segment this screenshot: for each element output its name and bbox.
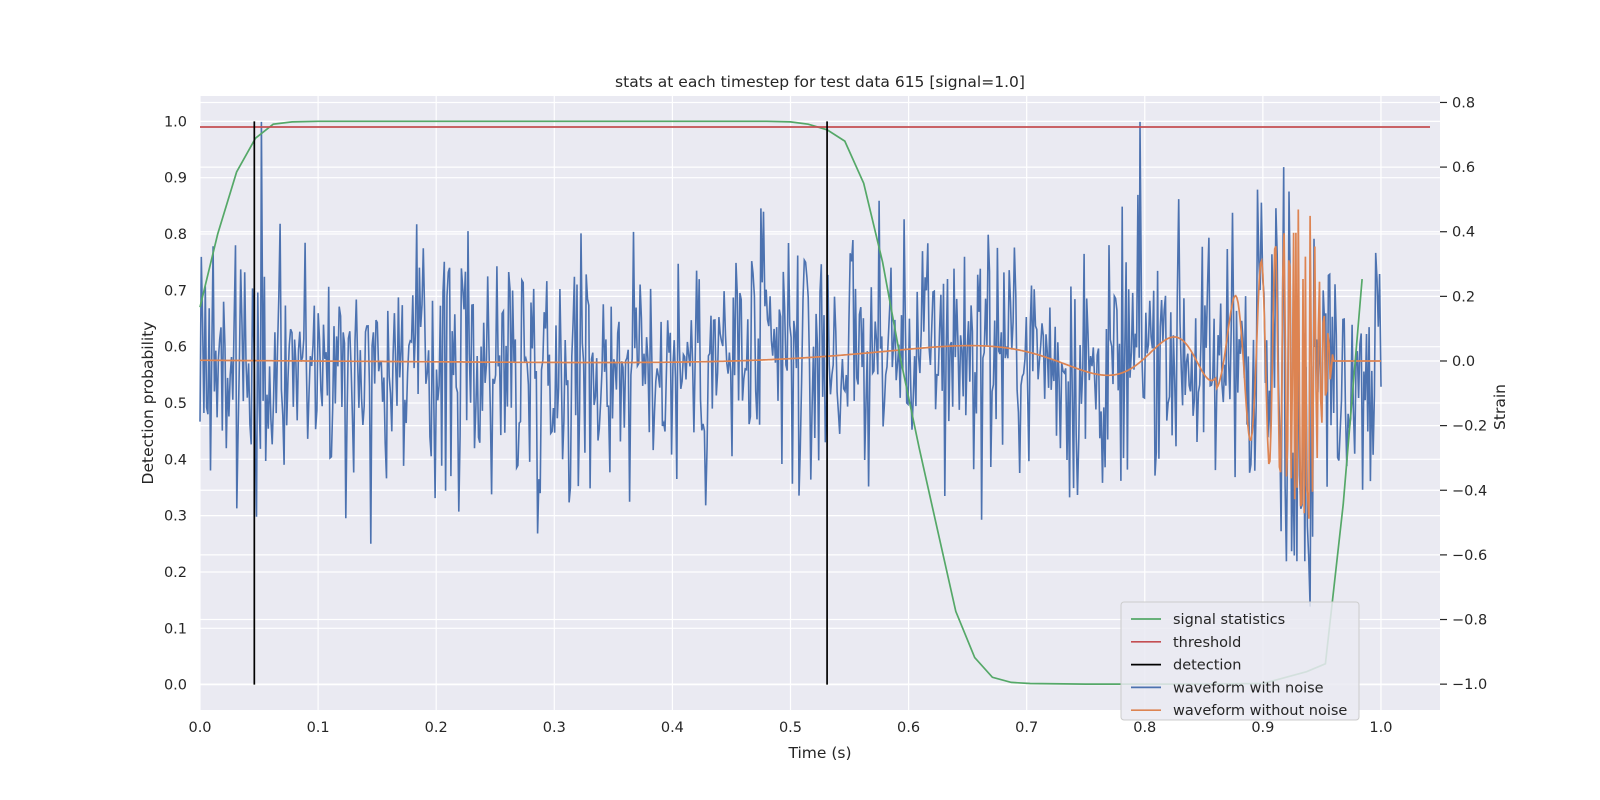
y-left-tick-label: 0.9 [164,171,187,187]
legend-label: waveform with noise [1173,680,1324,696]
y-right-tick-label: 0.4 [1452,225,1475,241]
y-right-tick-label: 0.0 [1452,354,1475,370]
x-tick-label: 0.6 [897,720,920,736]
series-waveform-with-noise [199,121,1382,607]
y-right-tick-label: 0.6 [1452,160,1475,176]
y-left-tick-label: 1.0 [164,114,187,130]
y-left-tick-label: 0.5 [164,396,187,412]
y-right-tick-label: −0.8 [1452,613,1487,629]
y-left-tick-label: 0.1 [164,621,187,637]
x-tick-label: 1.0 [1369,720,1392,736]
chart-title: stats at each timestep for test data 615… [615,73,1025,91]
legend-label: threshold [1173,635,1241,651]
y-left-tick-label: 0.4 [164,452,187,468]
y-right-tick-label: −0.6 [1452,548,1487,564]
y-left-tick-label: 0.7 [164,283,187,299]
y-left-tick-label: 0.8 [164,227,187,243]
x-tick-label: 0.2 [425,720,448,736]
y-left-tick-label: 0.0 [164,678,187,694]
series-detections [253,121,828,685]
x-tick-label: 0.8 [1133,720,1156,736]
y-right-tick-label: −0.4 [1452,483,1487,499]
x-axis-label: Time (s) [787,744,851,762]
y-right-tick-label: 0.2 [1452,289,1475,305]
y-axis-label-left: Detection probability [139,322,157,485]
legend-label: waveform without noise [1173,703,1347,719]
legend-box [1120,601,1360,721]
x-tick-label: 0.1 [307,720,330,736]
x-tick-label: 0.0 [188,720,211,736]
y-right-tick-label: −0.2 [1452,419,1487,435]
series-waveform-without-noise [200,209,1381,519]
x-tick-label: 0.3 [543,720,566,736]
y-right-tick-label: −1.0 [1452,677,1487,693]
y-left-tick-label: 0.6 [164,340,187,356]
x-tick-label: 0.9 [1251,720,1274,736]
x-tick-label: 0.4 [661,720,684,736]
ticks-layer: 0.0 0.1 0.2 0.3 0.4 0.5 0.6 0.7 0.8 0.9 1.0 0.0 0.1 0… [164,95,1487,736]
y-right-tick-label: 0.8 [1452,95,1475,111]
legend: signal statistics threshold detection wavef… [1120,601,1360,721]
y-left-tick-label: 0.2 [164,565,187,581]
x-tick-label: 0.5 [779,720,802,736]
y-axis-label-right: Strain [1491,384,1509,430]
x-tick-label: 0.7 [1015,720,1038,736]
y-left-tick-label: 0.3 [164,509,187,525]
legend-label: signal statistics [1173,612,1285,628]
legend-label: detection [1173,658,1241,674]
